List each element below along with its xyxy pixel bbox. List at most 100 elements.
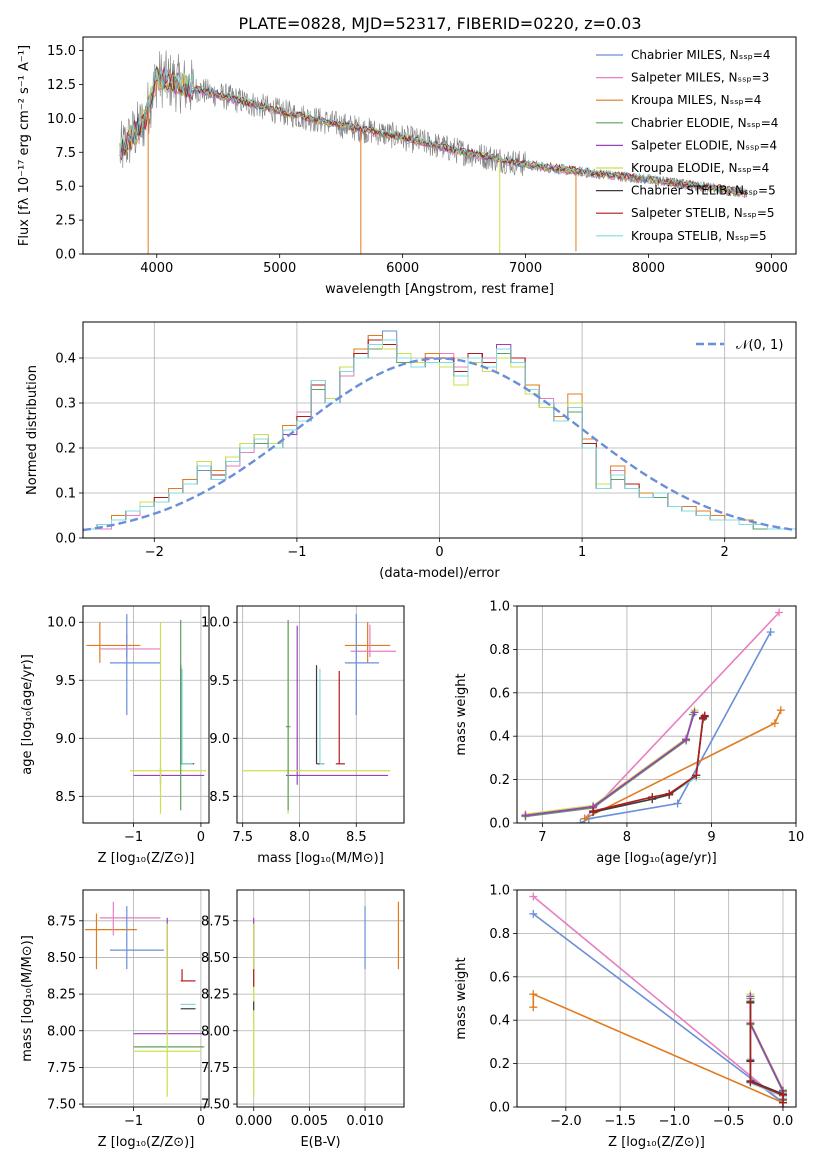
x-tick-label: 0	[435, 545, 443, 560]
x-tick-label: 10	[788, 830, 805, 845]
y-tick-label: 2.5	[55, 214, 76, 229]
x-tick-label: 8.5	[346, 830, 367, 845]
y-tick-label: 0.0	[489, 817, 510, 832]
series-marker	[576, 819, 585, 823]
y-tick-label: 0.2	[489, 1057, 510, 1072]
x-tick-label: 0	[197, 1114, 205, 1129]
x-axis-label: age [log₁₀(age/yr)]	[596, 851, 717, 866]
y-tick-label: 8.50	[201, 951, 230, 966]
x-tick-label: −1	[124, 830, 143, 845]
errorbar-point	[350, 624, 397, 658]
model-spectrum-line	[119, 67, 748, 195]
series-marker	[766, 628, 775, 637]
panel-residuals: 𝒩(0, 1) −2 −1 0 1 2 0.0 0.1 0.2 0.3 0.4 (data-model…	[25, 321, 797, 581]
plot-area	[86, 614, 207, 814]
y-tick-label: 5.0	[55, 180, 76, 195]
errorbar-point	[133, 767, 205, 785]
chart-panels: Chabrier MILES, Nₛₛₚ=4 Salpeter MILES, Nₛ…	[17, 36, 805, 1150]
x-axis-label: mass [log₁₀(M/M⊙)]	[257, 851, 384, 866]
y-tick-label: 0.6	[489, 686, 510, 701]
y-tick-label: 0.0	[489, 1101, 510, 1116]
errorbar-point	[86, 622, 141, 663]
x-axis-label: (data-model)/error	[379, 566, 500, 581]
series-marker	[589, 807, 598, 816]
histogram-step-line	[83, 339, 796, 538]
errorbar-point	[130, 622, 207, 814]
series-marker	[746, 1078, 755, 1087]
legend-label: 𝒩(0, 1)	[736, 338, 783, 353]
y-tick-label: 7.5	[55, 146, 76, 161]
errorbar-point	[109, 614, 161, 716]
axes-frame	[82, 36, 797, 255]
panel-massweight-vs-Z: −2.0 −1.5 −1.0 −0.5 0.0 0.0 0.2 0.4 0.6 0.8 1.0 Z […	[454, 884, 797, 1150]
plot-area	[85, 901, 205, 1097]
y-tick-label: 9.5	[209, 674, 230, 689]
panel-mass-vs-Z: −1 0 7.50 7.75 8.00 8.25 8.50 8.75 Z [log₁₀(Z/Z⊙…	[20, 889, 210, 1150]
series-marker	[770, 719, 779, 728]
y-axis-label: Flux [fλ 10⁻¹⁷ erg cm⁻² s⁻¹ A⁻¹]	[17, 45, 32, 246]
x-tick-label: 0.010	[346, 1114, 383, 1129]
series-line	[532, 992, 784, 1104]
series-marker	[776, 706, 785, 715]
errorbar-point	[335, 670, 345, 765]
errorbar-point	[319, 668, 325, 765]
plot-area	[119, 50, 748, 254]
y-tick-label: 9.0	[209, 732, 230, 747]
y-tick-label: 1.0	[489, 884, 510, 899]
series-marker	[673, 799, 682, 808]
errorbar-point	[85, 913, 137, 970]
model-spectrum-line	[119, 67, 748, 194]
y-axis-label: mass weight	[454, 673, 469, 755]
legend-label: Salpeter STELIB, Nₛₛₚ=5	[631, 206, 775, 220]
x-tick-label: −1.0	[659, 1114, 691, 1129]
series-line	[584, 611, 780, 820]
y-tick-label: 15.0	[47, 44, 76, 59]
y-tick-label: 8.75	[201, 914, 230, 929]
legend-label: Salpeter MILES, Nₛₛₚ=3	[631, 71, 769, 85]
series-line	[584, 709, 782, 820]
x-tick-label: 0.0	[773, 1114, 794, 1129]
y-tick-label: 0.4	[489, 730, 510, 745]
normal-curve-line	[83, 357, 796, 532]
y-tick-label: 9.0	[55, 732, 76, 747]
x-axis-label: E(B-V)	[300, 1135, 340, 1150]
x-tick-label: −1	[124, 1114, 143, 1129]
y-tick-label: 8.5	[209, 790, 230, 805]
y-tick-label: 7.75	[47, 1061, 76, 1076]
y-tick-label: 0.0	[55, 248, 76, 263]
y-tick-label: 8.50	[47, 951, 76, 966]
y-tick-label: 0.6	[489, 970, 510, 985]
y-tick-label: 0.1	[55, 487, 76, 502]
y-tick-label: 7.50	[47, 1098, 76, 1113]
errorbar-point	[344, 622, 391, 663]
x-tick-label: −2.0	[550, 1114, 582, 1129]
x-tick-label: 7.5	[232, 830, 253, 845]
axes-frame	[516, 889, 797, 1108]
axes-frame	[82, 605, 210, 824]
plot-area	[242, 614, 397, 814]
y-tick-label: 8.00	[47, 1024, 76, 1039]
panel-spectrum: Chabrier MILES, Nₛₛₚ=4 Salpeter MILES, Nₛ…	[17, 36, 797, 297]
y-tick-label: 0.0	[55, 532, 76, 547]
legend-label: Salpeter ELODIE, Nₛₛₚ=4	[631, 138, 777, 152]
legend-label: Kroupa STELIB, Nₛₛₚ=5	[631, 229, 767, 243]
y-tick-label: 8.25	[201, 988, 230, 1003]
x-tick-label: 9	[707, 830, 715, 845]
y-tick-label: 0.3	[55, 397, 76, 412]
series-marker	[648, 792, 657, 801]
legend-label: Chabrier ELODIE, Nₛₛₚ=4	[631, 116, 778, 130]
x-tick-label: 4000	[140, 261, 173, 276]
errorbar-point	[285, 625, 389, 785]
model-spectrum-line	[119, 65, 748, 195]
series-marker	[529, 1003, 538, 1012]
series-marker	[746, 1056, 755, 1065]
errorbar-point	[133, 923, 201, 1097]
x-tick-label: 8	[623, 830, 631, 845]
x-tick-label: 0.005	[291, 1114, 328, 1129]
y-axis-label: age [log₁₀(age/yr)]	[20, 654, 35, 775]
x-tick-label: 2	[721, 545, 729, 560]
x-tick-label: 9000	[755, 261, 788, 276]
series-marker	[775, 608, 784, 617]
x-tick-label: −1.5	[604, 1114, 636, 1129]
series-marker	[529, 909, 538, 918]
